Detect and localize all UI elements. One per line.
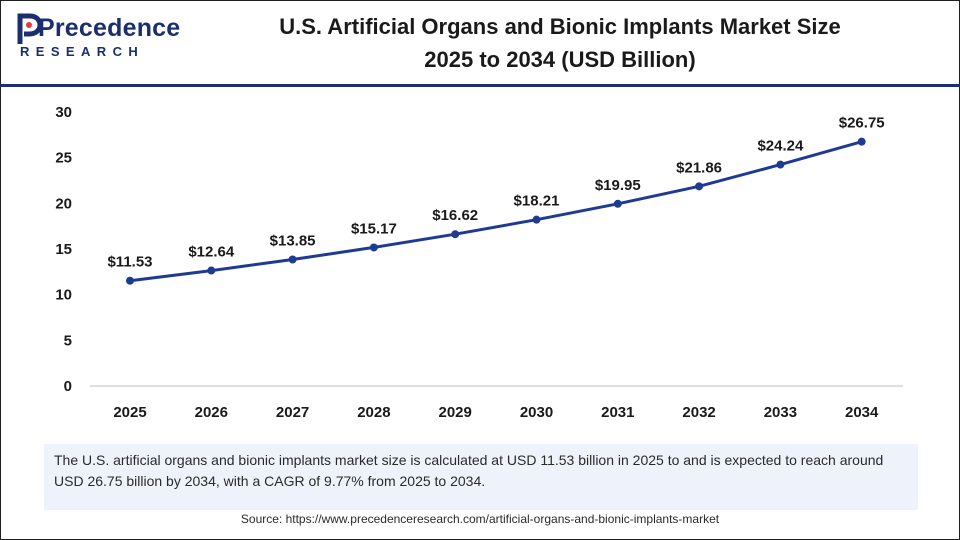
chart-title-line1: U.S. Artificial Organs and Bionic Implan… — [279, 14, 841, 39]
data-point — [532, 215, 541, 224]
y-tick-label: 20 — [55, 195, 72, 212]
x-tick-label: 2029 — [439, 404, 472, 421]
brand-name: Precedence — [38, 14, 181, 42]
data-point — [613, 199, 622, 208]
data-label: $24.24 — [757, 138, 804, 155]
y-tick-label: 5 — [64, 332, 72, 349]
chart-title-line2: 2025 to 2034 (USD Billion) — [424, 47, 696, 72]
data-point — [369, 243, 378, 252]
brand-logo: Precedence RESEARCH — [16, 10, 180, 66]
y-tick-label: 25 — [55, 150, 72, 167]
y-tick-label: 10 — [55, 287, 72, 304]
source-citation: Source: https://www.precedenceresearch.c… — [240, 512, 720, 526]
data-point — [451, 230, 460, 239]
x-tick-label: 2025 — [113, 404, 146, 421]
brand-sub: RESEARCH — [20, 44, 145, 59]
header-divider — [0, 84, 960, 87]
data-label: $16.62 — [432, 207, 478, 224]
summary-note: The U.S. artificial organs and bionic im… — [44, 444, 918, 510]
data-label: $21.86 — [676, 159, 722, 176]
data-point — [126, 276, 134, 285]
x-tick-label: 2033 — [764, 404, 797, 421]
x-tick-label: 2030 — [520, 404, 553, 421]
logo-mark-icon — [17, 13, 42, 44]
summary-note-text: The U.S. artificial organs and bionic im… — [54, 452, 884, 489]
series-line — [129, 140, 863, 283]
data-label: $26.75 — [839, 115, 885, 132]
data-label: $15.17 — [351, 220, 397, 237]
x-tick-label: 2027 — [276, 404, 309, 421]
x-tick-label: 2031 — [601, 404, 634, 421]
y-tick-label: 15 — [55, 241, 72, 258]
chart-title: U.S. Artificial Organs and Bionic Implan… — [200, 10, 920, 76]
data-point — [207, 266, 216, 275]
data-label: $19.95 — [595, 177, 641, 194]
data-point — [857, 137, 866, 146]
y-tick-label: 0 — [64, 378, 72, 395]
x-tick-label: 2026 — [195, 404, 228, 421]
x-tick-label: 2034 — [845, 404, 879, 421]
data-point — [776, 160, 785, 169]
data-label: $18.21 — [514, 193, 560, 210]
data-label: $11.53 — [107, 254, 152, 271]
header: Precedence RESEARCH U.S. Artificial Orga… — [0, 0, 960, 84]
data-label: $12.64 — [188, 244, 235, 261]
y-tick-label: 30 — [55, 104, 72, 121]
data-label: $13.85 — [270, 233, 316, 250]
x-tick-label: 2032 — [682, 404, 715, 421]
data-point — [695, 182, 704, 191]
x-tick-label: 2028 — [357, 404, 390, 421]
data-point — [288, 255, 297, 264]
